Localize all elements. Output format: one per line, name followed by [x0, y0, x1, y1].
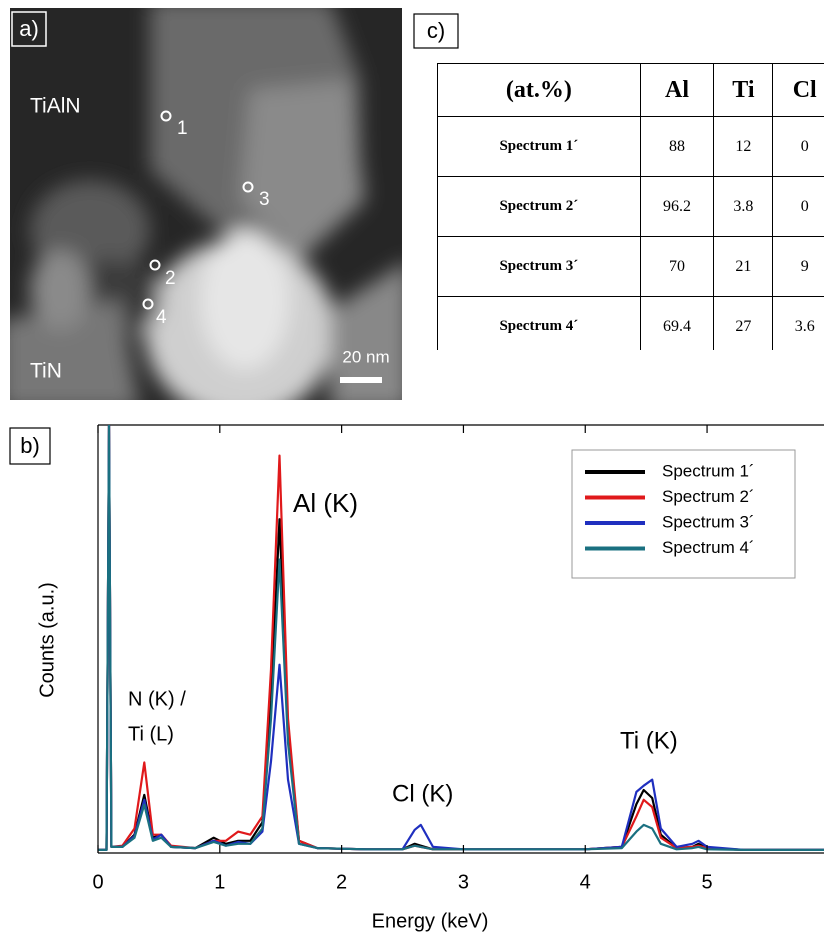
- panel-label: a): [19, 16, 39, 41]
- legend-label: Spectrum 2´: [662, 487, 755, 506]
- x-tick-label: 5: [701, 871, 712, 893]
- point-label: 1: [177, 118, 188, 139]
- row-label: Spectrum 3´: [438, 237, 641, 297]
- x-tick-label: 0: [92, 871, 103, 893]
- value-cell: 21: [714, 237, 773, 297]
- region-label: TiAlN: [30, 95, 81, 118]
- x-tick-label: 4: [580, 871, 591, 893]
- row-label: Spectrum 1´: [438, 117, 641, 177]
- peak-annotation: Cl (K): [392, 780, 453, 807]
- legend-label: Spectrum 4´: [662, 538, 755, 557]
- value-cell: 9: [773, 237, 824, 297]
- point-label: 3: [259, 189, 270, 210]
- value-cell: 88: [640, 117, 714, 177]
- legend-label: Spectrum 3´: [662, 512, 755, 531]
- peak-annotation: Ti (K): [620, 727, 678, 754]
- micrograph: a) TiAlN TiN 1 2 3 4 20 nm: [0, 0, 410, 420]
- point-label: 2: [165, 268, 176, 289]
- scale-bar-label: 20 nm: [342, 347, 389, 366]
- value-cell: 12: [714, 117, 773, 177]
- row-label: Spectrum 4´: [438, 297, 641, 351]
- value-cell: 0: [773, 117, 824, 177]
- value-cell: 27: [714, 297, 773, 351]
- header-cell: (at.%): [438, 64, 641, 117]
- value-cell: 0: [773, 177, 824, 237]
- value-cell: 96.2: [640, 177, 714, 237]
- peak-annotation: Ti (L): [128, 723, 174, 745]
- value-cell: 3.8: [714, 177, 773, 237]
- x-tick-label: 3: [458, 871, 469, 893]
- x-axis-label: Energy (keV): [372, 910, 489, 932]
- value-cell: 3.6: [773, 297, 824, 351]
- value-cell: 70: [640, 237, 714, 297]
- x-tick-label: 1: [214, 871, 225, 893]
- peak-annotation: N (K) /: [128, 688, 186, 710]
- value-cell: 69.4: [640, 297, 714, 351]
- figure: a) TiAlN TiN 1 2 3 4 20 nm c) b) Energy …: [0, 0, 824, 941]
- header-cell: Ti: [714, 64, 773, 117]
- x-tick-label: 2: [336, 871, 347, 893]
- header-cell: Cl: [773, 64, 824, 117]
- y-axis-label: Counts (a.u.): [36, 582, 58, 698]
- panel-label: b): [20, 433, 40, 458]
- panel-label: c): [427, 18, 445, 43]
- region-label: TiN: [30, 360, 62, 383]
- legend-label: Spectrum 1´: [662, 461, 755, 480]
- peak-annotation: Al (K): [293, 488, 358, 518]
- header-cell: Al: [640, 64, 714, 117]
- row-label: Spectrum 2´: [438, 177, 641, 237]
- point-label: 4: [156, 307, 167, 328]
